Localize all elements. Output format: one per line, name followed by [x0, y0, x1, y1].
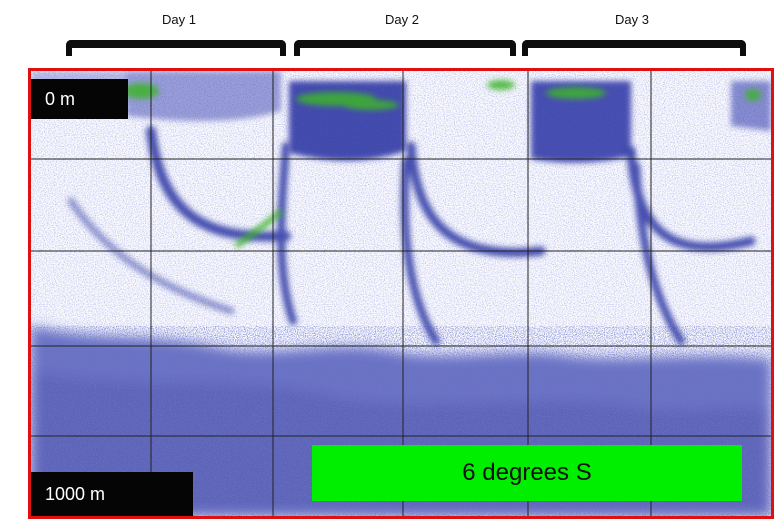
top-depth-label: 0 m	[31, 79, 128, 119]
day-1-bracket	[66, 40, 286, 56]
day-3-bracket	[522, 40, 746, 56]
day-2-label: Day 2	[385, 12, 419, 27]
depth-gridlines	[31, 158, 771, 437]
time-gridlines	[150, 71, 652, 516]
day-1-label: Day 1	[162, 12, 196, 27]
day-2-bracket	[294, 40, 516, 56]
day-3-label: Day 3	[615, 12, 649, 27]
bottom-depth-label: 1000 m	[31, 472, 193, 516]
high-backscatter-patches	[123, 80, 761, 249]
region-label: 6 degrees S	[312, 445, 742, 501]
echogram-panel: 0 m 1000 m 6 degrees S	[28, 68, 774, 519]
